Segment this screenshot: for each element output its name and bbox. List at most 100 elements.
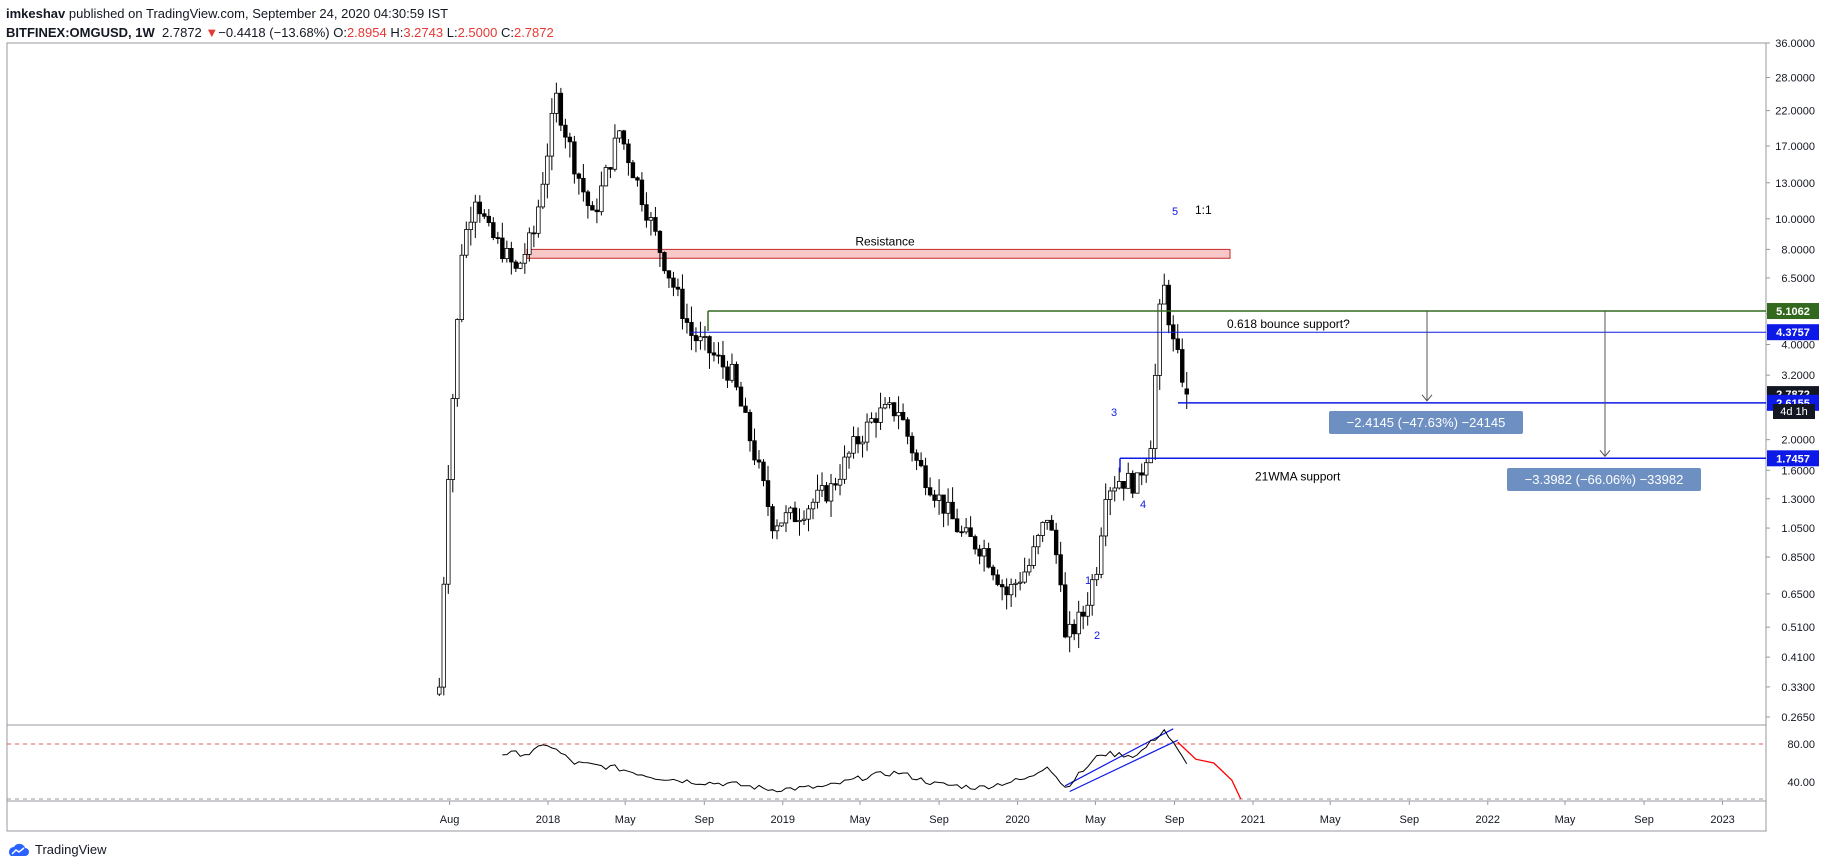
candle-body (981, 548, 987, 557)
wma21-support-label: 21WMA support (1255, 469, 1341, 483)
rsi-line[interactable] (502, 728, 1188, 793)
footer-brand-text: TradingView (35, 842, 107, 857)
x-tick-label: Sep (929, 814, 949, 826)
rsi-channel-line[interactable] (1069, 739, 1178, 793)
x-tick-label: 2023 (1710, 814, 1734, 826)
close-value: 2.7872 (513, 25, 554, 40)
measure-box-1-text: −2.4145 (−47.63%) −24145 (1347, 415, 1506, 430)
candle-body (851, 436, 856, 454)
candle-body (554, 92, 559, 114)
price-tag-box (1767, 324, 1819, 341)
close-label: C: (500, 25, 514, 40)
measure-box-1[interactable]: −2.4145 (−47.63%) −24145 (1329, 411, 1523, 434)
candle-body (815, 489, 820, 503)
candle-body (545, 155, 550, 185)
candle-body (1126, 472, 1131, 489)
candle-body (657, 230, 663, 253)
candle-body (995, 574, 1000, 585)
candle-body (999, 584, 1005, 588)
candle-body (779, 522, 784, 527)
candle-body (608, 167, 613, 170)
fib-0618-label: 0.618 bounce support? (1227, 317, 1350, 331)
candle-body (1058, 554, 1063, 586)
candle-body (734, 363, 739, 388)
candle-body (698, 336, 703, 342)
candle-body (626, 143, 631, 164)
resistance-zone[interactable] (526, 248, 1231, 259)
candle-body (909, 435, 915, 454)
measure-box-2[interactable]: −3.3982 (−66.06%) −33982 (1507, 468, 1701, 491)
y-tick-label: 0.2650 (1781, 712, 1815, 724)
candle-body (1022, 571, 1027, 583)
candle-body (959, 531, 964, 534)
candle-body (869, 418, 874, 423)
candle-body (1017, 581, 1023, 584)
candle-body (599, 185, 604, 213)
candle-body (743, 405, 748, 413)
candle-body (684, 318, 690, 323)
candle-body (639, 179, 645, 206)
candle-body (972, 536, 978, 550)
candle-body (1139, 472, 1144, 476)
price-axis[interactable]: 36.0000 28.0000 22.0000 17.0000 13.0000 10.00… (1766, 38, 1815, 724)
y-tick-label: 1.6000 (1781, 465, 1815, 477)
candle-body (450, 398, 455, 480)
symbol-label[interactable]: BITFINEX:OMGUSD, 1W (6, 25, 155, 40)
candle-body (1130, 472, 1135, 494)
price-tag-text: 5.1062 (1776, 306, 1810, 318)
wave-label-4[interactable]: 4 (1140, 499, 1146, 511)
candle-body (531, 232, 537, 235)
candle-body (941, 494, 946, 514)
y-tick-label: 8.0000 (1781, 244, 1815, 256)
candles-layer (437, 82, 1189, 697)
candle-body (653, 217, 658, 232)
candle-body (702, 336, 708, 338)
candle-body (581, 177, 586, 193)
price-tag-box (1767, 303, 1819, 320)
rsi-tick-label: 80.00 (1787, 739, 1815, 751)
candle-body (725, 366, 730, 381)
x-tick-label: Sep (1634, 814, 1654, 826)
candle-body (1062, 584, 1068, 638)
y-tick-label: 0.3300 (1781, 682, 1815, 694)
candle-body (932, 494, 937, 501)
candle-body (707, 336, 712, 354)
candle-body (1112, 487, 1117, 492)
wave-label-2[interactable]: 2 (1094, 630, 1100, 642)
candle-body (846, 452, 852, 458)
candle-body (1166, 284, 1171, 326)
candle-body (666, 270, 672, 279)
candle-body (878, 407, 883, 423)
candle-body (833, 483, 838, 486)
candle-body (464, 229, 469, 256)
footer-brand[interactable]: TradingView (6, 842, 107, 857)
candle-body (711, 352, 717, 356)
ratio-label: 1:1 (1195, 203, 1212, 217)
candle-body (729, 363, 735, 381)
time-axis[interactable]: Aug 2018 May Sep 2019 May Sep 2020 May Sep 2021 May… (440, 801, 1735, 826)
candle-body (837, 478, 843, 486)
wave-label-3[interactable]: 3 (1111, 407, 1117, 419)
wave-label-1[interactable]: 1 (1085, 575, 1091, 587)
candle-body (891, 402, 897, 417)
candle-body (918, 460, 924, 467)
candle-body (810, 501, 816, 510)
candle-body (1098, 535, 1104, 575)
candle-body (1049, 519, 1054, 531)
candle-body (491, 222, 496, 238)
candle-body (873, 418, 879, 423)
candle-body (522, 253, 528, 264)
measure-arrow-2-head (1599, 449, 1611, 458)
candle-body (990, 566, 996, 576)
publisher-name[interactable]: imkeshav (6, 6, 66, 21)
candle-body (680, 288, 685, 319)
rsi-projection[interactable] (1177, 741, 1242, 800)
candle-body (1153, 374, 1158, 449)
rsi-channel-line[interactable] (1064, 728, 1174, 787)
y-tick-label: 17.0000 (1775, 141, 1815, 153)
wave-label-5[interactable]: 5 (1172, 206, 1178, 218)
candle-body (572, 141, 577, 175)
candle-body (936, 494, 942, 501)
